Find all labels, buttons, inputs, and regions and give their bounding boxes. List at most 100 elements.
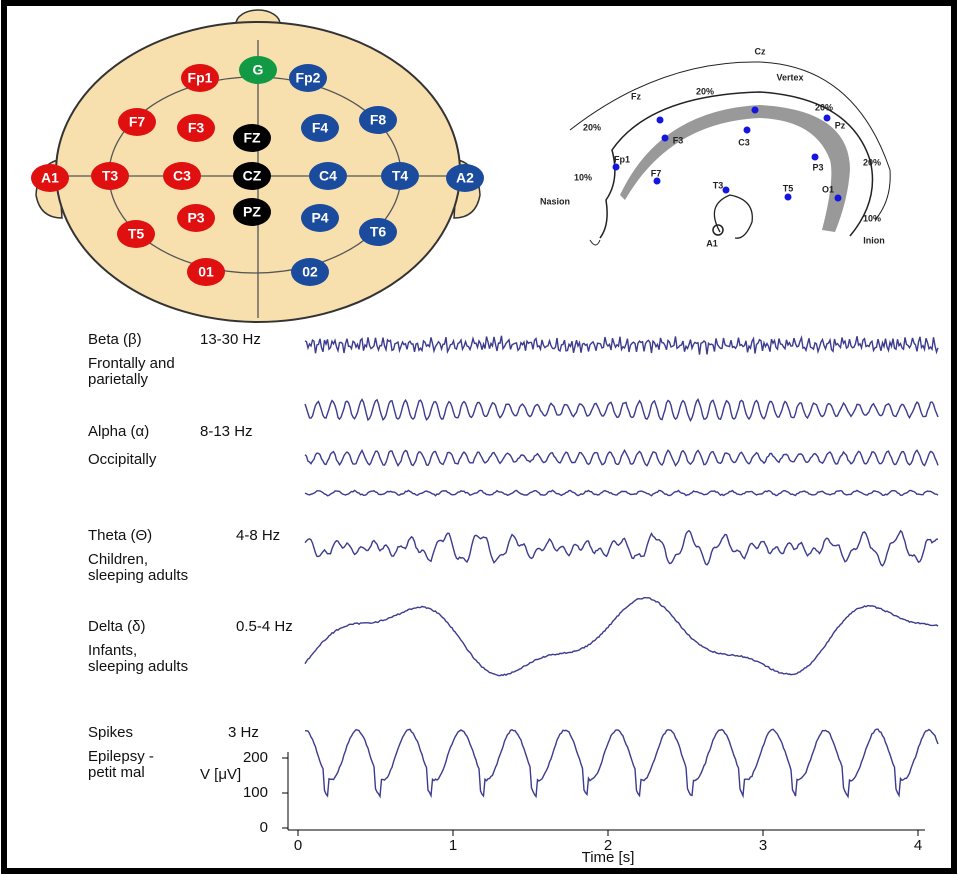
x-axis-label: Time [s] [582,849,635,866]
rhythm-frequency: 3 Hz [228,724,259,741]
y-tick-label: 0 [260,819,268,836]
side-label: Fz [631,91,641,101]
rhythm-note: sleeping adults [88,658,188,675]
electrode [291,258,329,286]
electrode-label: C4 [319,168,337,184]
y-tick-label: 200 [243,749,268,766]
rhythm-note: parietally [88,371,149,388]
side-label: P3 [812,162,823,172]
electrode-dot [612,163,620,171]
electrode-label: FZ [243,130,261,146]
rhythm-note: petit mal [88,764,145,781]
electrode [233,124,271,152]
side-label: Cz [755,46,766,56]
electrode [233,162,271,190]
wave [304,728,939,799]
electrode-dot [751,106,759,114]
wave [304,335,939,355]
side-label: O1 [822,184,834,194]
electrode [177,114,215,142]
electrode-label: A2 [456,170,474,186]
rhythm-frequency: 0.5-4 Hz [236,618,293,635]
electrode-dot [784,193,792,201]
side-label: F7 [651,168,662,178]
electrode [446,164,484,192]
electrode-label: P3 [187,210,204,226]
rhythm-note: Occipitally [88,451,157,468]
electrode [163,162,201,190]
electrode-label: A1 [41,170,59,186]
side-label: 20% [696,86,714,96]
wave [304,529,939,567]
wave [304,597,939,677]
x-tick-label: 1 [449,837,457,854]
rhythm-name: Theta (Θ) [88,527,152,544]
electrode-label: T4 [392,168,409,184]
electrode-label: F8 [370,112,387,128]
electrode-label: T3 [102,168,119,184]
electrode-label: 02 [302,264,318,280]
electrode-dot [722,186,730,194]
electrode [359,106,397,134]
electrode [233,198,271,226]
side-label: C3 [738,137,750,147]
x-tick-label: 3 [759,837,767,854]
y-axis-label: V [μV] [200,766,241,783]
electrode [239,56,277,84]
x-tick-label: 4 [914,837,922,854]
electrode [301,204,339,232]
electrode-label: P4 [311,210,328,226]
rhythm-note: sleeping adults [88,567,188,584]
electrode-label: 01 [198,264,214,280]
rhythm-note: Children, [88,551,148,568]
x-tick-label: 2 [604,837,612,854]
rhythm-frequency: 8-13 Hz [200,423,253,440]
electrode-label: Fp2 [296,70,321,86]
electrode [118,108,156,136]
side-label: Vertex [776,72,803,82]
electrode [359,218,397,246]
rhythm-name: Spikes [88,724,133,741]
rhythm-frequency: 4-8 Hz [236,527,280,544]
electrode-dot [656,116,664,124]
electrode-dot [661,134,669,142]
electrode [187,258,225,286]
side-label: 20% [815,102,833,112]
rhythm-note: Frontally and [88,355,175,372]
electrode-label: CZ [243,168,262,184]
side-label: Nasion [540,196,570,206]
electrode-dot [811,153,819,161]
rhythm-frequency: 13-30 Hz [200,331,261,348]
side-label: 10% [574,172,592,182]
electrode [301,114,339,142]
electrode-label: T6 [370,224,387,240]
electrode [309,162,347,190]
wave [304,448,939,468]
content: Fp1 G Fp2 F7 F3 FZ F4 F8 A1 T3 C3 CZ C4 T4 A2 T5 P3 PZ P4 T… [31,46,939,866]
side-label: A1 [706,238,718,248]
wave [304,489,939,497]
electrode [31,164,69,192]
electrode-label: F3 [188,120,205,136]
electrode [91,162,129,190]
electrode-label: Fp1 [188,70,213,86]
rhythm-name: Alpha (α) [88,423,149,440]
side-label: 20% [863,157,881,167]
electrode-dot [834,194,842,202]
electrode-label: F7 [129,114,146,130]
rhythm-note: Epilepsy - [88,748,154,765]
side-label: Fp1 [614,154,630,164]
side-label: 10% [863,213,881,223]
side-label: F3 [673,135,684,145]
side-label: T5 [783,183,794,193]
electrode-label: F4 [312,120,329,136]
electrode-label: G [253,62,264,78]
side-label: T3 [713,180,724,190]
rhythm-name: Beta (β) [88,331,142,348]
electrode [181,64,219,92]
wave [304,398,939,423]
side-label: Pz [835,120,846,130]
rhythm-note: Infants, [88,642,137,659]
electrode-dot [653,177,661,185]
